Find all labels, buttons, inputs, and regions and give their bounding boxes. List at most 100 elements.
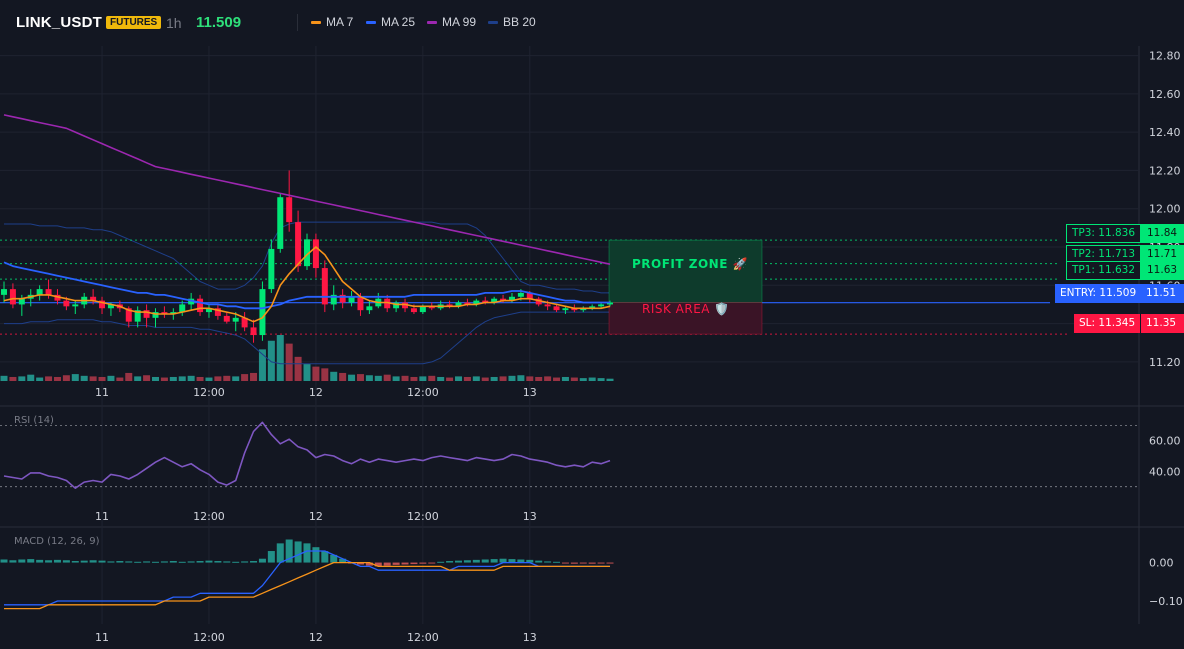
macd-histogram-bar bbox=[428, 562, 436, 564]
macd-histogram-bar bbox=[152, 561, 159, 563]
volume-bar bbox=[463, 376, 471, 381]
candle-body bbox=[402, 302, 409, 309]
timeframe-label[interactable]: 1h bbox=[166, 15, 182, 31]
candle-body bbox=[152, 312, 159, 318]
volume-bar bbox=[330, 371, 338, 381]
legend-ma99[interactable]: MA 99 bbox=[427, 15, 476, 29]
candle-body bbox=[571, 308, 578, 311]
volume-bar bbox=[27, 374, 35, 381]
candle-body bbox=[143, 310, 150, 318]
profit-zone-label: PROFIT ZONE 🚀 bbox=[632, 257, 749, 271]
volume-bar bbox=[544, 376, 552, 381]
sl-tag: SL: 11.345 bbox=[1074, 314, 1141, 333]
candle-body bbox=[419, 306, 426, 313]
rsi-pane-label: RSI (14) bbox=[14, 415, 54, 426]
time-tick-label: 13 bbox=[523, 631, 537, 644]
time-tick-label: 11 bbox=[95, 510, 109, 523]
candle-body bbox=[393, 302, 400, 309]
candle-body bbox=[134, 310, 141, 322]
legend-ma7-label: MA 7 bbox=[326, 15, 354, 29]
candle-body bbox=[259, 289, 266, 336]
macd-histogram-bar bbox=[45, 560, 53, 563]
bb20-swatch-icon bbox=[488, 20, 498, 24]
volume-bar bbox=[428, 375, 436, 381]
macd-histogram-bar bbox=[437, 561, 445, 563]
candle-body bbox=[107, 304, 114, 309]
volume-bar bbox=[348, 374, 356, 381]
volume-bar bbox=[205, 377, 213, 381]
candle-body bbox=[277, 197, 284, 249]
macd-histogram-bar bbox=[356, 562, 364, 565]
ma7-line bbox=[3, 246, 611, 323]
macd-histogram-bar bbox=[267, 551, 275, 563]
tp2-axis-tag: 11.71 bbox=[1141, 245, 1184, 264]
macd-histogram-bar bbox=[401, 562, 409, 565]
macd-histogram-bar bbox=[89, 560, 97, 563]
macd-histogram-bar bbox=[517, 559, 525, 563]
macd-histogram-bar bbox=[446, 561, 454, 563]
candle-body bbox=[214, 308, 221, 316]
macd-tick-label: −0.10 bbox=[1149, 595, 1183, 608]
candle-body bbox=[45, 289, 52, 295]
macd-histogram-bar bbox=[276, 543, 284, 563]
volume-bar bbox=[241, 374, 249, 381]
volume-bar bbox=[232, 376, 240, 381]
symbol-name[interactable]: LINK_USDT bbox=[16, 14, 102, 31]
macd-histogram-bar bbox=[365, 562, 373, 566]
volume-bar bbox=[196, 376, 204, 381]
volume-bar bbox=[455, 376, 462, 381]
price-tick-label: 12.00 bbox=[1149, 203, 1181, 216]
tp1-tag: TP1: 11.632 bbox=[1066, 261, 1142, 280]
candle-body bbox=[161, 312, 168, 314]
macd-histogram-bar bbox=[125, 561, 133, 563]
macd-histogram-bar bbox=[294, 541, 302, 563]
macd-histogram-bar bbox=[472, 559, 480, 563]
volume-bar bbox=[45, 376, 53, 381]
macd-histogram-bar bbox=[178, 561, 186, 563]
candle-body bbox=[232, 317, 239, 322]
tp3-tag: TP3: 11.836 bbox=[1066, 224, 1142, 243]
candle-body bbox=[295, 222, 302, 267]
legend-ma25[interactable]: MA 25 bbox=[366, 15, 415, 29]
volume-bar bbox=[517, 375, 525, 381]
macd-histogram-bar bbox=[62, 560, 70, 563]
macd-histogram-bar bbox=[383, 562, 391, 566]
time-tick-label: 12:00 bbox=[193, 631, 225, 644]
candle-body bbox=[197, 298, 204, 313]
macd-histogram-bar bbox=[0, 559, 8, 563]
candle-body bbox=[553, 306, 560, 311]
macd-histogram-bar bbox=[107, 561, 115, 563]
macd-histogram-bar bbox=[374, 562, 382, 567]
price-tick-label: 12.60 bbox=[1149, 88, 1181, 101]
sl-axis-tag: 11.35 bbox=[1141, 314, 1184, 333]
volume-bar bbox=[80, 375, 88, 381]
volume-bar bbox=[321, 368, 329, 381]
candle-body bbox=[268, 248, 275, 290]
entry-axis-tag: 11.51 bbox=[1141, 284, 1184, 303]
volume-bar bbox=[0, 375, 8, 381]
candle-body bbox=[286, 197, 293, 223]
volume-bar bbox=[553, 377, 561, 381]
candle-body bbox=[125, 308, 132, 322]
candle-body bbox=[321, 268, 328, 305]
ma7-swatch-icon bbox=[311, 20, 321, 24]
volume-bar bbox=[410, 376, 418, 381]
candle-body bbox=[170, 312, 177, 314]
legend-ma7[interactable]: MA 7 bbox=[311, 15, 353, 29]
candle-body bbox=[223, 315, 230, 322]
volume-bar bbox=[481, 377, 489, 381]
legend-bb20[interactable]: BB 20 bbox=[488, 15, 536, 29]
macd-histogram-bar bbox=[499, 558, 507, 563]
volume-bar bbox=[561, 376, 569, 381]
volume-bar bbox=[152, 376, 159, 381]
candle-body bbox=[607, 302, 613, 305]
volume-bar bbox=[36, 377, 44, 381]
price-tick-label: 12.20 bbox=[1149, 164, 1181, 177]
price-tick-label: 12.80 bbox=[1149, 50, 1181, 63]
profit-zone-box bbox=[608, 239, 763, 304]
candle-body bbox=[250, 327, 257, 336]
time-tick-label: 12:00 bbox=[193, 386, 225, 399]
candle-body bbox=[580, 308, 587, 311]
volume-bar bbox=[9, 376, 17, 381]
